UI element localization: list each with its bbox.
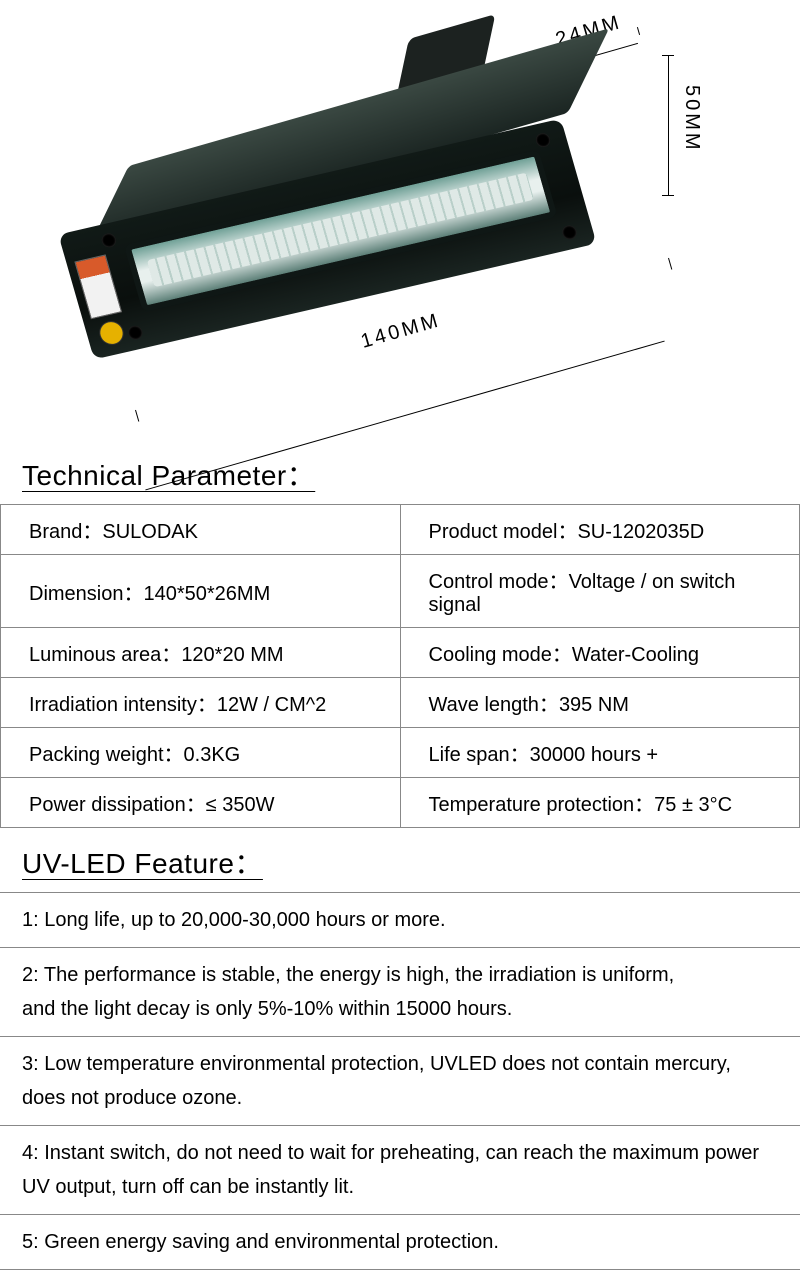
dimension-height-line [668, 55, 669, 195]
dimension-height-label: 50MM [680, 85, 703, 153]
warning-sticker [74, 254, 122, 319]
feature-item: 3: Low temperature environmental protect… [0, 1037, 800, 1126]
spec-value: 30000 hours + [530, 744, 658, 766]
spec-cell: Power dissipation：≤ 350W [1, 778, 401, 828]
spec-cell: Control mode：Voltage / on switch signal [400, 555, 800, 628]
device-illustration [86, 25, 674, 476]
spec-cell: Brand：SULODAK [1, 505, 401, 555]
spec-key: Wave length： [429, 694, 559, 716]
cert-sticker [96, 319, 126, 347]
spec-cell: Wave length：395 NM [400, 678, 800, 728]
spec-key: Power dissipation： [29, 794, 206, 816]
feature-title: UV-LED Feature： [0, 828, 800, 892]
spec-cell: Dimension：140*50*26MM [1, 555, 401, 628]
spec-key: Irradiation intensity： [29, 694, 217, 716]
spec-cell: Life span：30000 hours + [400, 728, 800, 778]
spec-key: Packing weight： [29, 744, 184, 766]
spec-cell: Packing weight：0.3KG [1, 728, 401, 778]
mount-hole [100, 232, 118, 249]
spec-value: ≤ 350W [206, 794, 275, 816]
spec-cell: Temperature protection：75 ± 3°C [400, 778, 800, 828]
spec-key: Product model： [429, 521, 578, 543]
table-row: Irradiation intensity：12W / CM^2Wave len… [1, 678, 800, 728]
spec-cell: Irradiation intensity：12W / CM^2 [1, 678, 401, 728]
spec-key: Brand： [29, 521, 102, 543]
product-diagram: 24MM 50MM 140MM [0, 0, 800, 440]
table-row: Luminous area：120*20 MMCooling mode：Wate… [1, 628, 800, 678]
table-row: Dimension：140*50*26MMControl mode：Voltag… [1, 555, 800, 628]
feature-item: 2: The performance is stable, the energy… [0, 948, 800, 1037]
spec-value: SULODAK [102, 521, 198, 543]
spec-table: Brand：SULODAKProduct model：SU-1202035DDi… [0, 504, 800, 828]
feature-list: 1: Long life, up to 20,000-30,000 hours … [0, 892, 800, 1270]
mount-hole [127, 324, 145, 341]
spec-cell: Product model：SU-1202035D [400, 505, 800, 555]
spec-key: Luminous area： [29, 644, 181, 666]
spec-cell: Luminous area：120*20 MM [1, 628, 401, 678]
spec-value: 140*50*26MM [143, 583, 270, 605]
mount-hole [534, 132, 552, 149]
spec-key: Life span： [429, 744, 530, 766]
feature-item: 4: Instant switch, do not need to wait f… [0, 1126, 800, 1215]
spec-key: Dimension： [29, 583, 143, 605]
spec-key: Cooling mode： [429, 644, 572, 666]
table-row: Brand：SULODAKProduct model：SU-1202035D [1, 505, 800, 555]
spec-value: 0.3KG [184, 744, 241, 766]
tech-title: Technical Parameter： [0, 440, 800, 504]
mount-hole [561, 224, 579, 241]
table-row: Packing weight：0.3KGLife span：30000 hour… [1, 728, 800, 778]
feature-item: 5: Green energy saving and environmental… [0, 1215, 800, 1270]
spec-value: 120*20 MM [181, 644, 283, 666]
spec-key: Temperature protection： [429, 794, 655, 816]
spec-key: Control mode： [429, 571, 569, 593]
spec-value: 12W / CM^2 [217, 694, 326, 716]
table-row: Power dissipation：≤ 350WTemperature prot… [1, 778, 800, 828]
spec-value: 75 ± 3°C [654, 794, 732, 816]
spec-value: Water-Cooling [572, 644, 699, 666]
feature-item: 1: Long life, up to 20,000-30,000 hours … [0, 892, 800, 948]
spec-value: SU-1202035D [577, 521, 704, 543]
spec-cell: Cooling mode：Water-Cooling [400, 628, 800, 678]
spec-value: 395 NM [559, 694, 629, 716]
